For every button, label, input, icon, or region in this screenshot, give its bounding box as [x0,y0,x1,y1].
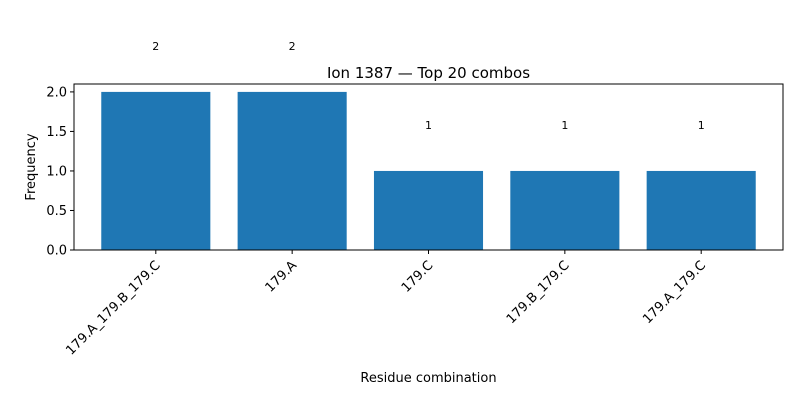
bars-layer [101,91,756,251]
y-axis: 0.0 0.5 1.0 1.5 2.0 [46,85,74,259]
x-tick-label-2: 179.C [399,258,436,295]
bar-1 [237,91,347,251]
x-tick-label-1: 179.A [263,258,300,295]
bar-value-label-1: 2 [289,40,296,53]
bar-4 [646,170,756,250]
bar-value-label-3: 1 [561,119,568,132]
bar-2 [373,170,484,250]
x-axis: 179.A_179.B_179.C 179.A 179.C 179.B_179.C 17… [63,250,709,358]
bar-value-label-0: 2 [152,40,159,53]
x-tick-label-3: 179.B_179.C [504,258,573,327]
x-tick-label-0: 179.A_179.B_179.C [63,258,163,358]
chart-title: Ion 1387 — Top 20 combos [327,64,530,82]
y-tick-label-3: 1.5 [46,125,67,140]
bar-value-label-2: 1 [425,119,432,132]
bar-0 [101,91,211,251]
bar-value-label-4: 1 [698,119,705,132]
x-axis-label: Residue combination [360,371,496,386]
y-tick-label-1: 0.5 [46,204,67,219]
y-tick-label-4: 2.0 [46,85,67,100]
y-axis-label: Frequency [24,133,39,200]
y-tick-label-0: 0.0 [46,244,67,259]
x-tick-label-4: 179.A_179.C [640,258,709,327]
y-tick-label-2: 1.0 [46,164,67,179]
data-labels-layer: 2 2 1 1 1 [152,40,704,132]
bar-3 [510,170,620,250]
